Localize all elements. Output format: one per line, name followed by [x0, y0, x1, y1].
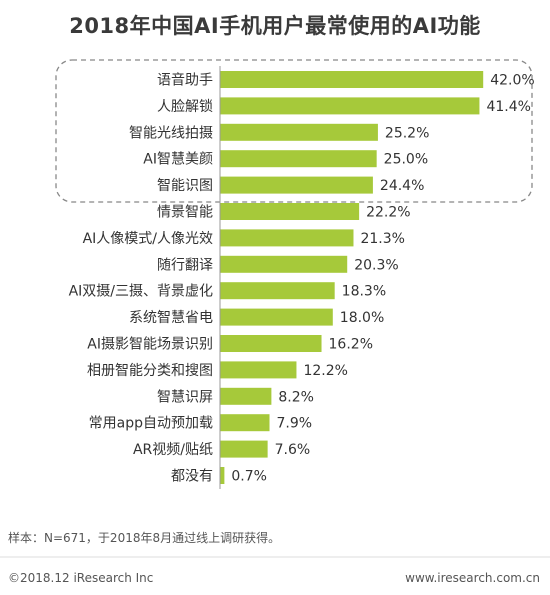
category-label: 智慧识屏 — [157, 389, 213, 405]
bar — [220, 123, 378, 141]
value-label: 24.4% — [380, 178, 424, 194]
category-label: 人脸解锁 — [157, 99, 213, 115]
value-label: 22.2% — [366, 205, 410, 221]
bar — [220, 255, 348, 273]
category-label: AR视频/贴纸 — [133, 442, 213, 458]
bar — [220, 229, 354, 247]
bar — [220, 440, 268, 458]
bar — [220, 176, 373, 194]
category-label: 智能光线拍摄 — [129, 125, 213, 141]
value-label: 7.9% — [277, 416, 313, 432]
bar — [220, 414, 270, 432]
bar — [220, 361, 297, 379]
value-label: 41.4% — [486, 99, 530, 115]
bar — [220, 308, 333, 326]
category-label: 都没有 — [171, 469, 213, 485]
bar — [220, 150, 377, 168]
bar — [220, 71, 484, 88]
bar — [220, 387, 272, 405]
bar — [220, 335, 322, 352]
value-label: 18.0% — [340, 310, 384, 326]
category-label: 系统智慧省电 — [129, 310, 213, 326]
bar — [220, 203, 360, 220]
value-label: 7.6% — [275, 442, 311, 458]
bar — [220, 97, 480, 115]
bar — [220, 467, 225, 484]
copyright-text: ©2018.12 iResearch Inc — [8, 571, 154, 585]
value-label: 20.3% — [354, 257, 398, 273]
category-label: AI智慧美颜 — [143, 152, 213, 168]
value-label: 42.0% — [490, 73, 534, 89]
value-label: 25.0% — [384, 152, 428, 168]
category-label: 相册智能分类和搜图 — [87, 363, 213, 379]
highlight-box — [55, 59, 533, 203]
value-label: 8.2% — [278, 389, 314, 405]
value-label: 25.2% — [385, 125, 429, 141]
sample-note: 样本：N=671，于2018年8月通过线上调研获得。 — [8, 531, 281, 545]
bar — [220, 282, 335, 300]
value-label: 21.3% — [360, 231, 404, 247]
category-label: AI人像模式/人像光效 — [83, 231, 213, 247]
category-label: 语音助手 — [157, 72, 213, 89]
value-label: 18.3% — [342, 284, 386, 300]
category-label: 随行翻译 — [157, 257, 213, 273]
value-label: 16.2% — [329, 337, 373, 353]
category-label: AI摄影智能场景识别 — [87, 337, 213, 353]
chart-title: 2018年中国AI手机用户最常使用的AI功能 — [69, 14, 481, 38]
category-label: 情景智能 — [157, 205, 213, 221]
value-label: 0.7% — [231, 469, 267, 485]
category-label: AI双摄/三摄、背景虚化 — [69, 284, 213, 300]
category-label: 常用app自动预加载 — [89, 416, 213, 432]
website-text: www.iresearch.com.cn — [405, 571, 540, 585]
value-label: 12.2% — [303, 363, 347, 379]
category-label: 智能识图 — [157, 178, 213, 194]
